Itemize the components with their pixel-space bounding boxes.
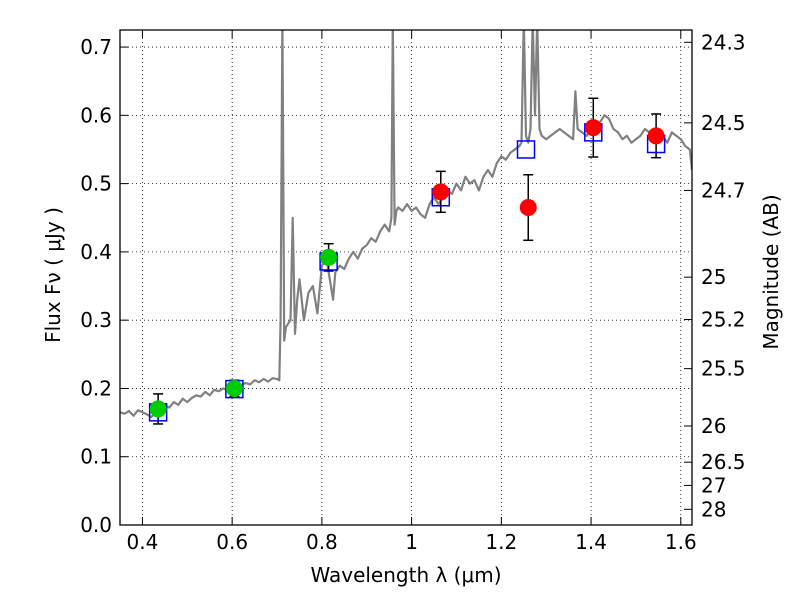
right-tick-label: 24.3	[701, 30, 746, 54]
data-markers	[148, 119, 666, 422]
right-tick-label: 27	[701, 473, 726, 497]
y-axis-label-right: Magnitude (AB)	[759, 194, 783, 349]
right-tick-label: 25.2	[701, 307, 746, 331]
observed-photometry-point	[225, 379, 243, 397]
right-tick-label: 25.5	[701, 357, 746, 381]
observed-photometry-point	[320, 248, 338, 266]
x-tick-label: 1.2	[485, 530, 517, 554]
y-tick-label: 0.7	[80, 35, 112, 59]
observed-photometry-point	[584, 119, 602, 137]
axis-ticks	[120, 30, 692, 526]
observed-photometry-point	[149, 400, 167, 418]
y-tick-label: 0.2	[80, 376, 112, 400]
x-tick-label: 0.6	[216, 530, 248, 554]
right-tick-label: 26.5	[701, 450, 746, 474]
model-photometry-square	[516, 140, 536, 159]
tick-labels: 0.4 0.6 0.8 1 1.2 1.4 1.6 0.0 0.1 0.2 0.3 0.4 0.5 0.6…	[80, 30, 745, 554]
right-tick-label: 24.5	[701, 111, 746, 135]
observed-photometry-point	[432, 183, 450, 201]
y-tick-label: 0.1	[80, 445, 112, 469]
y-tick-label: 0.0	[80, 513, 112, 537]
right-tick-label: 26	[701, 414, 726, 438]
right-tick-label: 24.7	[701, 178, 746, 202]
x-tick-label: 1.6	[665, 530, 697, 554]
y-tick-label: 0.6	[80, 103, 112, 127]
y-tick-label: 0.5	[80, 172, 112, 196]
x-tick-label: 1.4	[575, 530, 607, 554]
x-axis-label: Wavelength λ (μm)	[310, 563, 501, 587]
right-tick-label: 28	[701, 497, 726, 521]
x-tick-label: 0.8	[306, 530, 338, 554]
x-tick-label: 1	[405, 530, 418, 554]
y-tick-label: 0.4	[80, 240, 112, 264]
right-tick-label: 25	[701, 265, 726, 289]
y-axis-label-left: Flux Fν ( μJy )	[41, 207, 65, 343]
x-tick-label: 0.4	[127, 530, 159, 554]
observed-photometry-point	[519, 199, 537, 217]
observed-photometry-point	[647, 127, 665, 145]
y-tick-label: 0.3	[80, 308, 112, 332]
